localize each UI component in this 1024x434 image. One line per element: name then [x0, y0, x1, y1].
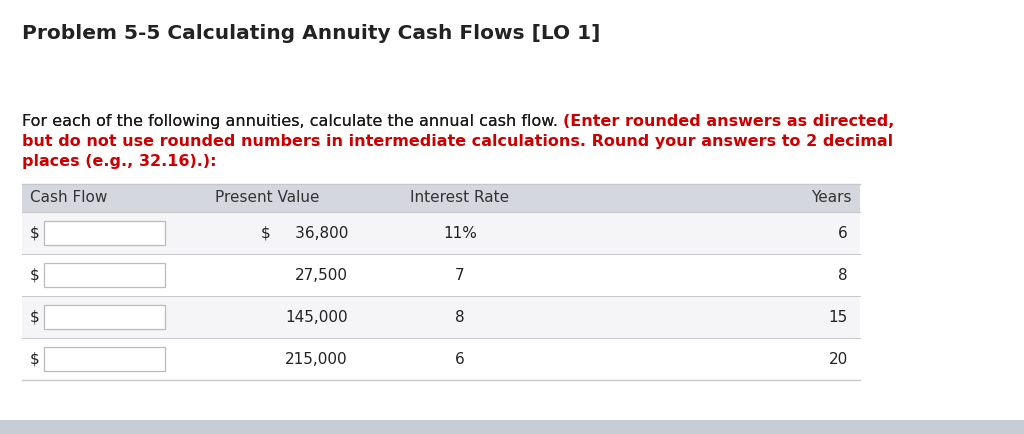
Text: Cash Flow: Cash Flow	[30, 191, 108, 206]
Text: 6: 6	[455, 352, 465, 366]
Text: Present Value: Present Value	[215, 191, 319, 206]
Polygon shape	[44, 347, 165, 371]
Text: but do not use rounded numbers in intermediate calculations. Round your answers : but do not use rounded numbers in interm…	[22, 134, 893, 149]
Text: 8: 8	[839, 267, 848, 283]
Polygon shape	[22, 212, 860, 254]
Text: $: $	[30, 309, 40, 325]
Text: For each of the following annuities, calculate the annual cash flow.: For each of the following annuities, cal…	[22, 114, 563, 129]
Text: 15: 15	[828, 309, 848, 325]
Text: 20: 20	[828, 352, 848, 366]
Text: $     36,800: $ 36,800	[261, 226, 348, 240]
Text: Problem 5-5 Calculating Annuity Cash Flows [LO 1]: Problem 5-5 Calculating Annuity Cash Flo…	[22, 24, 600, 43]
Polygon shape	[22, 254, 860, 296]
Text: $: $	[30, 352, 40, 366]
Polygon shape	[44, 305, 165, 329]
Text: 11%: 11%	[443, 226, 477, 240]
Polygon shape	[0, 420, 1024, 434]
Polygon shape	[44, 263, 165, 287]
Text: places (e.g., 32.16).):: places (e.g., 32.16).):	[22, 154, 216, 169]
Text: For each of the following annuities, calculate the annual cash flow.: For each of the following annuities, cal…	[22, 114, 563, 129]
Polygon shape	[22, 296, 860, 338]
Text: 215,000: 215,000	[286, 352, 348, 366]
Text: 7: 7	[456, 267, 465, 283]
Text: 6: 6	[839, 226, 848, 240]
Text: 8: 8	[456, 309, 465, 325]
Polygon shape	[22, 338, 860, 380]
Polygon shape	[44, 221, 165, 245]
Text: $: $	[30, 267, 40, 283]
Text: $: $	[30, 226, 40, 240]
Text: 145,000: 145,000	[286, 309, 348, 325]
Text: 27,500: 27,500	[295, 267, 348, 283]
Text: Years: Years	[811, 191, 852, 206]
Text: (Enter rounded answers as directed,: (Enter rounded answers as directed,	[563, 114, 895, 129]
Text: Interest Rate: Interest Rate	[411, 191, 510, 206]
Polygon shape	[22, 184, 860, 212]
